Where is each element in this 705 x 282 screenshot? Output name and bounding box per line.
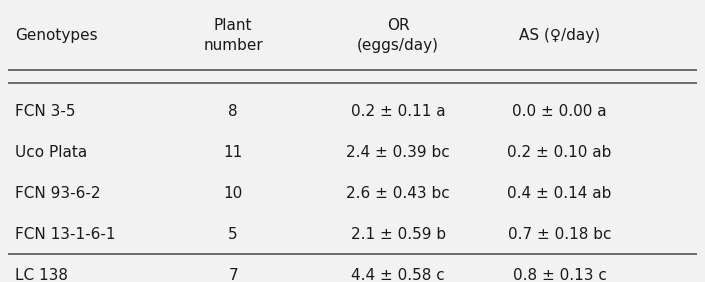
Text: Uco Plata: Uco Plata <box>16 145 87 160</box>
Text: 7: 7 <box>228 268 238 282</box>
Text: 4.4 ± 0.58 c: 4.4 ± 0.58 c <box>351 268 445 282</box>
Text: 0.7 ± 0.18 bc: 0.7 ± 0.18 bc <box>508 227 611 242</box>
Text: Genotypes: Genotypes <box>16 28 98 43</box>
Text: 0.0 ± 0.00 a: 0.0 ± 0.00 a <box>513 104 607 119</box>
Text: 0.2 ± 0.11 a: 0.2 ± 0.11 a <box>351 104 446 119</box>
Text: 5: 5 <box>228 227 238 242</box>
Text: 0.4 ± 0.14 ab: 0.4 ± 0.14 ab <box>508 186 612 201</box>
Text: FCN 93-6-2: FCN 93-6-2 <box>16 186 101 201</box>
Text: 2.6 ± 0.43 bc: 2.6 ± 0.43 bc <box>346 186 450 201</box>
Text: FCN 13-1-6-1: FCN 13-1-6-1 <box>16 227 116 242</box>
Text: 8: 8 <box>228 104 238 119</box>
Text: 11: 11 <box>223 145 243 160</box>
Text: 0.2 ± 0.10 ab: 0.2 ± 0.10 ab <box>508 145 612 160</box>
Text: OR
(eggs/day): OR (eggs/day) <box>357 18 439 52</box>
Text: 2.1 ± 0.59 b: 2.1 ± 0.59 b <box>350 227 446 242</box>
Text: Plant
number: Plant number <box>203 18 263 52</box>
Text: LC 138: LC 138 <box>16 268 68 282</box>
Text: AS (♀/day): AS (♀/day) <box>519 28 600 43</box>
Text: 2.4 ± 0.39 bc: 2.4 ± 0.39 bc <box>346 145 450 160</box>
Text: 0.8 ± 0.13 c: 0.8 ± 0.13 c <box>513 268 606 282</box>
Text: FCN 3-5: FCN 3-5 <box>16 104 76 119</box>
Text: 10: 10 <box>223 186 243 201</box>
